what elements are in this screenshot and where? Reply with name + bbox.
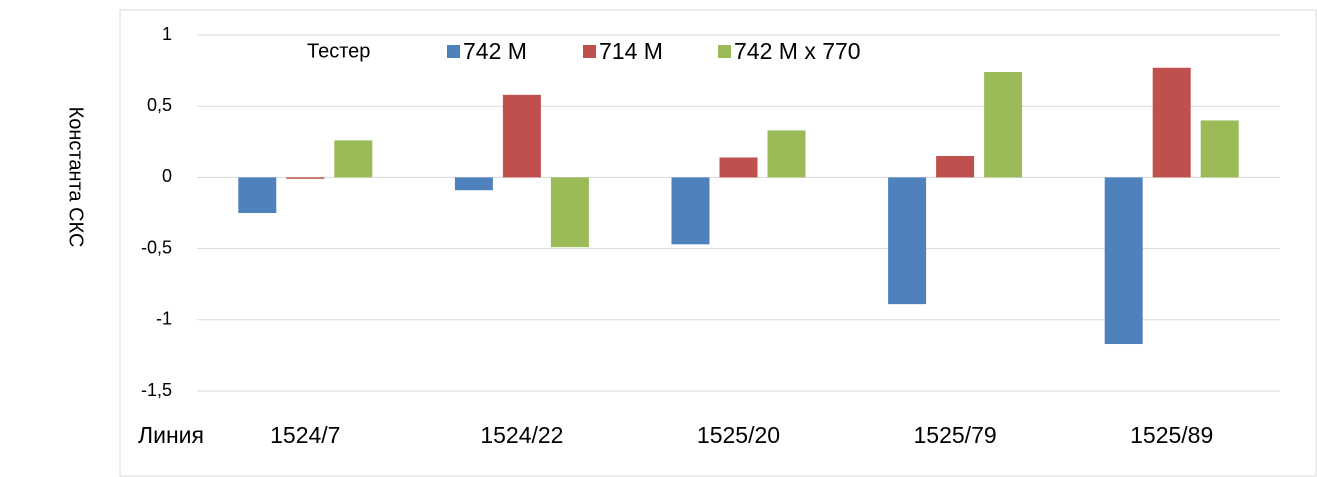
y-tick-label: -1,5 <box>141 380 172 400</box>
x-axis-label: Линия <box>138 422 204 448</box>
bar <box>984 72 1023 178</box>
legend-label: 742 M x 770 <box>734 38 861 64</box>
legend-swatch <box>447 45 460 58</box>
y-axis-label: Константа СКС <box>65 107 87 248</box>
bar <box>334 140 373 178</box>
bar <box>238 177 277 213</box>
legend-swatch <box>718 45 731 58</box>
bar <box>888 177 927 305</box>
legend-label: 714 M <box>599 38 663 64</box>
legend-swatch <box>583 45 596 58</box>
x-tick-label: 1524/22 <box>480 422 563 448</box>
y-tick-label: -0,5 <box>141 237 172 257</box>
bar <box>1104 177 1143 345</box>
y-tick-label: 0 <box>162 166 172 186</box>
y-tick-label: 0,5 <box>147 95 172 115</box>
x-tick-label: 1525/89 <box>1130 422 1213 448</box>
bar <box>936 156 975 178</box>
bar <box>767 130 806 178</box>
bar <box>502 94 541 178</box>
legend-label: 742 M <box>463 38 527 64</box>
bar <box>719 157 758 178</box>
bar <box>1152 67 1191 178</box>
y-tick-label: -1 <box>156 309 172 329</box>
y-tick-label: 1 <box>162 24 172 44</box>
chart-frame <box>119 9 1317 477</box>
x-tick-label: 1524/7 <box>270 422 340 448</box>
x-tick-label: 1525/20 <box>697 422 780 448</box>
bar <box>671 177 710 245</box>
x-tick-label: 1525/79 <box>914 422 997 448</box>
bar <box>286 177 325 179</box>
bar <box>454 177 493 191</box>
bar <box>1200 120 1239 178</box>
bar <box>550 177 589 248</box>
legend-title: Тестер <box>307 40 370 62</box>
